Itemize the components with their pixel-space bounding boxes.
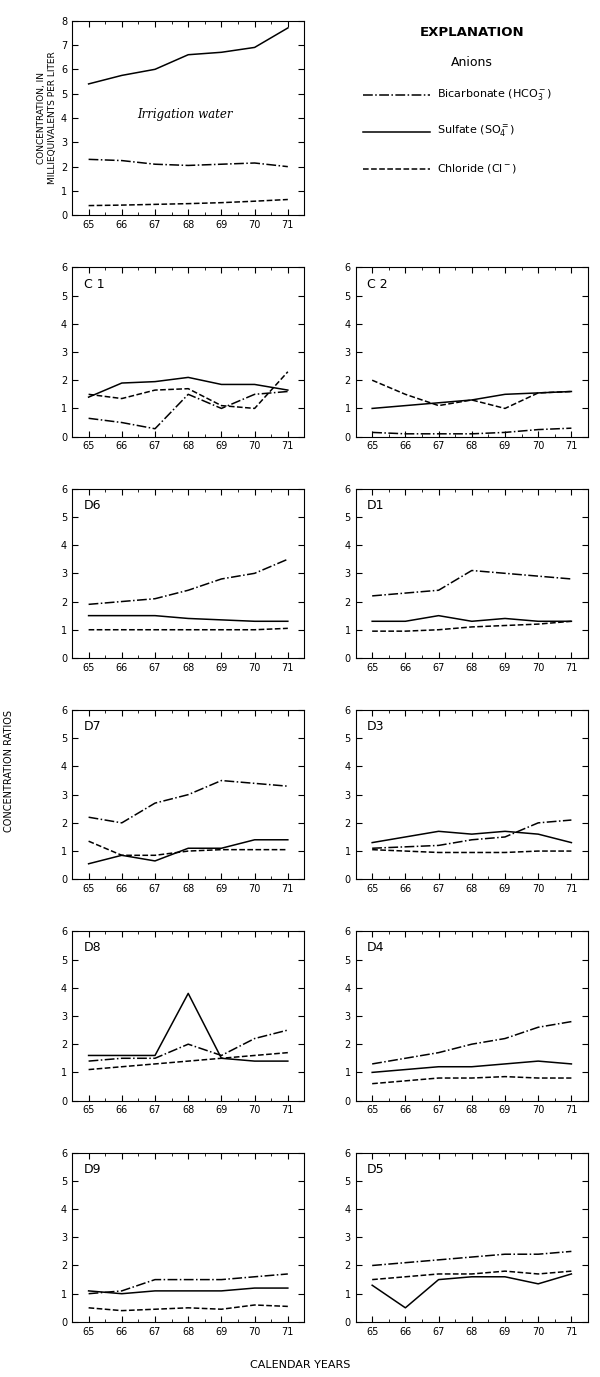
Text: Sulfate (SO$_4^=$): Sulfate (SO$_4^=$) [437,124,515,139]
Text: Irrigation water: Irrigation water [137,107,233,121]
Text: D1: D1 [367,498,385,512]
Text: D5: D5 [367,1162,385,1176]
Text: Anions: Anions [451,55,493,69]
Text: D6: D6 [83,498,101,512]
Text: D7: D7 [83,720,101,733]
Y-axis label: CONCENTRATION, IN
MILLIEQUIVALENTS PER LITER: CONCENTRATION, IN MILLIEQUIVALENTS PER L… [37,51,57,185]
Text: D4: D4 [367,942,385,954]
Text: D3: D3 [367,720,385,733]
Text: D8: D8 [83,942,101,954]
Text: CALENDAR YEARS: CALENDAR YEARS [250,1360,350,1370]
Text: D9: D9 [83,1162,101,1176]
Text: Chloride (Cl$^-$): Chloride (Cl$^-$) [437,162,517,175]
Text: EXPLANATION: EXPLANATION [419,26,524,40]
Text: C 2: C 2 [367,278,388,291]
Text: C 1: C 1 [83,278,104,291]
Text: CONCENTRATION RATIOS: CONCENTRATION RATIOS [4,711,14,832]
Text: Bicarbonate (HCO$_3^-$): Bicarbonate (HCO$_3^-$) [437,87,552,102]
